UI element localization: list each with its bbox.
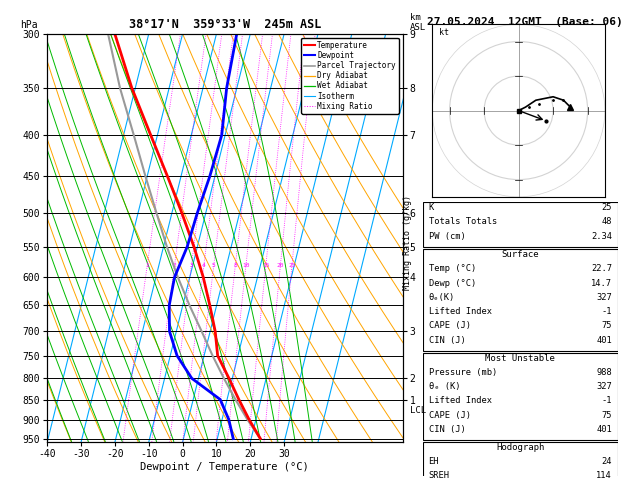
Text: 4: 4 <box>202 263 206 268</box>
Text: 15: 15 <box>262 263 270 268</box>
Text: Dewp (°C): Dewp (°C) <box>428 278 476 288</box>
Text: 327: 327 <box>596 382 612 391</box>
Text: -1: -1 <box>601 397 612 405</box>
Text: 1: 1 <box>145 263 149 268</box>
Text: CIN (J): CIN (J) <box>428 425 465 434</box>
Text: CIN (J): CIN (J) <box>428 336 465 345</box>
Text: θₑ (K): θₑ (K) <box>428 382 460 391</box>
X-axis label: Dewpoint / Temperature (°C): Dewpoint / Temperature (°C) <box>140 462 309 472</box>
Text: Pressure (mb): Pressure (mb) <box>428 368 497 377</box>
Text: 5: 5 <box>212 263 216 268</box>
Text: 22.7: 22.7 <box>591 264 612 273</box>
Text: 25: 25 <box>601 203 612 212</box>
Text: Most Unstable: Most Unstable <box>485 353 555 363</box>
Text: 25: 25 <box>288 263 296 268</box>
Text: LCL: LCL <box>409 406 426 416</box>
Text: km
ASL: km ASL <box>409 13 426 32</box>
Title: 38°17'N  359°33'W  245m ASL: 38°17'N 359°33'W 245m ASL <box>129 18 321 32</box>
Text: 401: 401 <box>596 336 612 345</box>
Text: Mixing Ratio (g/kg): Mixing Ratio (g/kg) <box>403 195 412 291</box>
Text: kt: kt <box>439 28 449 36</box>
Text: 75: 75 <box>601 411 612 419</box>
Text: -1: -1 <box>601 307 612 316</box>
Text: EH: EH <box>428 457 439 466</box>
Text: Temp (°C): Temp (°C) <box>428 264 476 273</box>
Text: θₑ(K): θₑ(K) <box>428 293 455 302</box>
Text: Totals Totals: Totals Totals <box>428 217 497 226</box>
Text: K: K <box>428 203 434 212</box>
Text: Lifted Index: Lifted Index <box>428 397 491 405</box>
Text: 114: 114 <box>596 471 612 480</box>
Text: Hodograph: Hodograph <box>496 443 544 452</box>
Text: 8: 8 <box>233 263 237 268</box>
Text: 327: 327 <box>596 293 612 302</box>
Text: 14.7: 14.7 <box>591 278 612 288</box>
Text: 3: 3 <box>189 263 193 268</box>
Text: 48: 48 <box>601 217 612 226</box>
Text: Lifted Index: Lifted Index <box>428 307 491 316</box>
Text: SREH: SREH <box>428 471 450 480</box>
Text: 988: 988 <box>596 368 612 377</box>
Text: CAPE (J): CAPE (J) <box>428 321 470 330</box>
Text: 75: 75 <box>601 321 612 330</box>
Text: 24: 24 <box>601 457 612 466</box>
Text: PW (cm): PW (cm) <box>428 232 465 241</box>
Legend: Temperature, Dewpoint, Parcel Trajectory, Dry Adiabat, Wet Adiabat, Isotherm, Mi: Temperature, Dewpoint, Parcel Trajectory… <box>301 38 399 114</box>
Text: 2: 2 <box>173 263 176 268</box>
Text: 27.05.2024  12GMT  (Base: 06): 27.05.2024 12GMT (Base: 06) <box>427 17 623 27</box>
Text: hPa: hPa <box>21 20 38 30</box>
Text: 2.34: 2.34 <box>591 232 612 241</box>
Text: 10: 10 <box>242 263 250 268</box>
Text: Surface: Surface <box>501 250 539 259</box>
Text: 20: 20 <box>277 263 284 268</box>
Text: 401: 401 <box>596 425 612 434</box>
Text: CAPE (J): CAPE (J) <box>428 411 470 419</box>
